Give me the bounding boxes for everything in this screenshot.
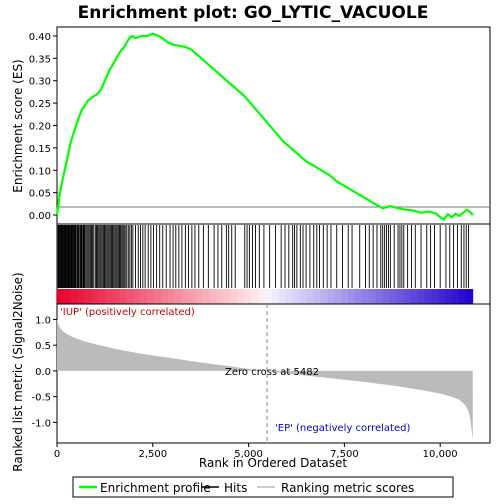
color-bar-segment: [271, 289, 280, 304]
color-bar-segment: [84, 289, 93, 304]
color-bar-segment: [451, 289, 460, 304]
color-bar-segment: [306, 289, 314, 304]
color-bar-segment: [465, 289, 474, 304]
es-y-tick-label: 0.25: [29, 99, 51, 110]
color-bar-segment: [264, 289, 273, 304]
zero-cross-label: Zero cross at 5482: [225, 367, 319, 378]
x-axis-ticks: 0 2,500 5,000 7,500 10,000: [54, 443, 458, 460]
color-bar-segment: [209, 289, 217, 304]
color-bar-segment: [424, 289, 432, 304]
color-bar-segment: [140, 289, 148, 304]
es-y-tick-label: 0.20: [29, 122, 51, 133]
color-bar-segment: [119, 289, 127, 304]
x-axis-label: Rank in Ordered Dataset: [199, 456, 347, 470]
ranking-color-bar: [57, 289, 474, 304]
color-bar-segment: [341, 289, 349, 304]
es-y-tick-label: 0.40: [29, 32, 51, 43]
ep-label: 'EP' (negatively correlated): [275, 423, 410, 434]
es-y-tick-label: 0.00: [29, 211, 51, 222]
color-bar-segment: [57, 289, 65, 304]
color-bar-segment: [410, 289, 418, 304]
color-bar-segment: [257, 289, 266, 304]
x-tick-label: 2,500: [138, 449, 167, 460]
enrichment-profile-line: [55, 32, 474, 221]
color-bar-segment: [438, 289, 446, 304]
color-bar-segment: [417, 289, 425, 304]
x-tick-label: 7,500: [330, 449, 359, 460]
color-bar-segment: [458, 289, 467, 304]
up-label: 'IUP' (positively correlated): [60, 307, 195, 318]
color-bar-segment: [77, 289, 86, 304]
color-bar-segment: [63, 289, 72, 304]
es-y-tick-label: 0.10: [29, 166, 51, 177]
color-bar-segment: [354, 289, 363, 304]
metric-y-tick-label: 0.0: [35, 367, 51, 378]
color-bar-segment: [181, 289, 190, 304]
color-bar-segment: [361, 289, 370, 304]
color-bar-segment: [105, 289, 113, 304]
metric-y-tick-label: -1.0: [31, 418, 51, 429]
color-bar-segment: [375, 289, 384, 304]
color-bar-segment: [167, 289, 176, 304]
color-bar-segment: [174, 289, 183, 304]
color-bar-segment: [389, 289, 397, 304]
color-bar-segment: [154, 289, 162, 304]
color-bar-segment: [223, 289, 231, 304]
metric-y-tick-label: -0.5: [31, 393, 51, 404]
color-bar-segment: [70, 289, 79, 304]
metric-y-ticks: 1.0 0.5 0.0 -0.5 -1.0: [31, 315, 57, 429]
chart-title: Enrichment plot: GO_LYTIC_VACUOLE: [78, 3, 429, 23]
color-bar-segment: [396, 289, 404, 304]
color-bar-segment: [188, 289, 196, 304]
color-bar-segment: [216, 289, 224, 304]
es-y-tick-label: 0.15: [29, 144, 51, 155]
color-bar-segment: [320, 289, 328, 304]
color-bar-segment: [292, 289, 300, 304]
ranking-metric-area: [57, 319, 473, 441]
color-bar-segment: [327, 289, 335, 304]
es-y-tick-label: 0.30: [29, 77, 51, 88]
es-y-tick-label: 0.05: [29, 189, 51, 200]
es-panel-frame: [56, 26, 491, 225]
color-bar-segment: [230, 289, 238, 304]
metric-y-axis-label: Ranked list metric (Signal2Noise): [11, 272, 25, 471]
metric-y-tick-label: 1.0: [35, 315, 51, 326]
color-bar-segment: [348, 289, 356, 304]
legend-metric-label: Ranking metric scores: [281, 481, 414, 495]
color-bar-segment: [285, 289, 293, 304]
hit-marks: [57, 225, 469, 288]
legend-enrichment-label: Enrichment profile: [100, 481, 211, 495]
color-bar-segment: [195, 289, 203, 304]
color-bar-segment: [382, 289, 391, 304]
color-bar-segment: [278, 289, 287, 304]
es-y-axis-label: Enrichment score (ES): [11, 59, 25, 192]
color-bar-segment: [147, 289, 155, 304]
x-tick-label: 5,000: [234, 449, 263, 460]
es-y-ticks: 0.00 0.05 0.10 0.15 0.20 0.25 0.30 0.35 0.40: [29, 32, 57, 222]
metric-y-tick-label: 0.5: [35, 341, 51, 352]
color-bar-segment: [251, 289, 259, 304]
color-bar-segment: [160, 289, 169, 304]
color-bar-segment: [244, 289, 252, 304]
color-bar-segment: [98, 289, 106, 304]
color-bar-segment: [313, 289, 321, 304]
color-bar-segment: [112, 289, 120, 304]
color-bar-segment: [202, 289, 210, 304]
color-bar-segment: [91, 289, 99, 304]
color-bar-segment: [403, 289, 411, 304]
es-y-tick-label: 0.35: [29, 54, 51, 65]
color-bar-segment: [299, 289, 307, 304]
color-bar-segment: [431, 289, 439, 304]
color-bar-segment: [334, 289, 342, 304]
color-bar-segment: [445, 289, 453, 304]
color-bar-segment: [126, 289, 134, 304]
color-bar-segment: [237, 289, 245, 304]
color-bar-segment: [133, 289, 141, 304]
x-tick-label: 10,000: [423, 449, 458, 460]
legend-hits-label: Hits: [224, 481, 247, 495]
x-tick-label: 0: [54, 449, 60, 460]
color-bar-segment: [368, 289, 377, 304]
